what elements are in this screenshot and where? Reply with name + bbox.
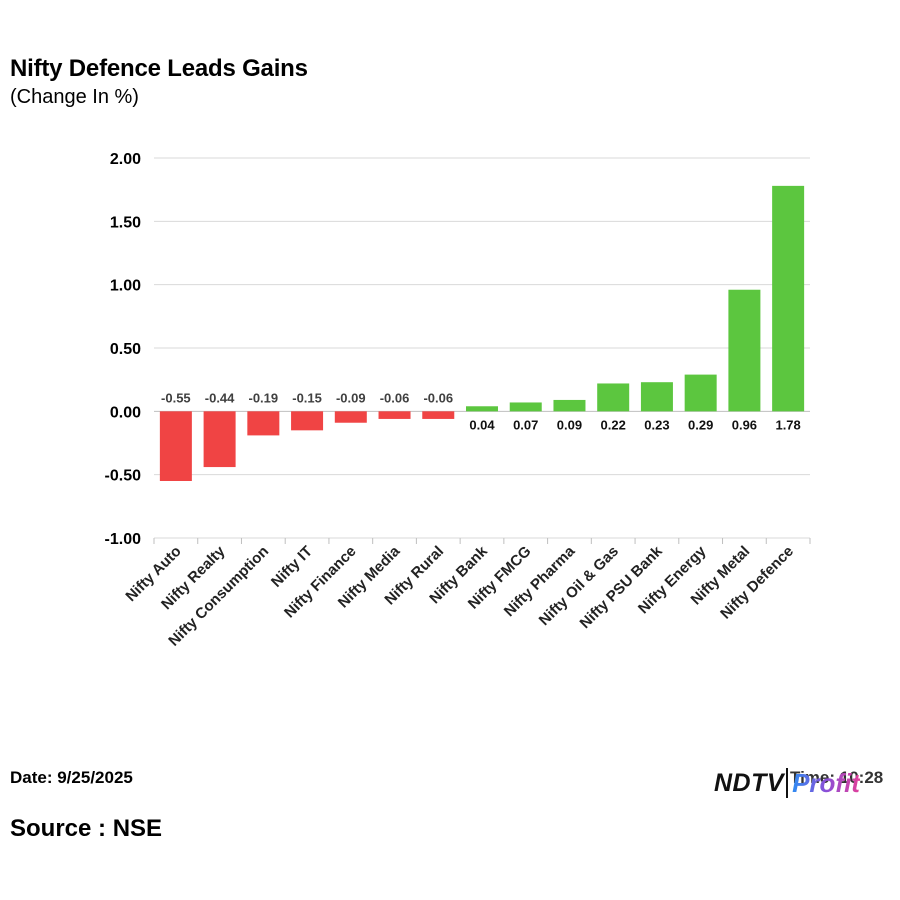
data-label: 0.22: [601, 417, 626, 432]
bar: [378, 411, 411, 419]
y-tick-label: 1.50: [110, 214, 141, 231]
data-label: -0.15: [292, 390, 322, 405]
logo-ndtv-text: NDTV: [714, 768, 785, 798]
data-label: -0.06: [380, 390, 410, 405]
bar: [334, 411, 367, 423]
data-label: -0.19: [249, 390, 279, 405]
ndtv-profit-logo: NDTV Profit: [714, 765, 860, 801]
bar: [466, 406, 498, 412]
bar: [159, 411, 192, 481]
bar: [640, 382, 673, 412]
data-label: 0.09: [557, 417, 582, 432]
chart-subtitle: (Change In %): [10, 86, 139, 108]
data-label: 0.23: [644, 417, 669, 432]
source-label: Source : NSE: [10, 815, 163, 842]
logo-divider: [786, 768, 789, 798]
bar: [553, 399, 586, 412]
bar: [247, 411, 280, 436]
data-label: -0.06: [423, 390, 453, 405]
time-label: Time: 10:28: [790, 768, 884, 787]
y-tick-label: -1.00: [105, 531, 142, 548]
data-label: 0.96: [732, 417, 757, 432]
date-label: Date: 9/25/2025: [10, 768, 133, 787]
chart-title: Nifty Defence Leads Gains: [10, 55, 308, 82]
bar: [509, 402, 542, 412]
data-label: 1.78: [775, 417, 800, 432]
y-tick-label: 1.00: [110, 278, 141, 295]
bar: [728, 289, 761, 412]
y-tick-label: 2.00: [110, 151, 141, 168]
bar: [684, 374, 717, 412]
y-tick-label: 0.50: [110, 341, 141, 358]
x-tick-label: Nifty Oil & Gas: [536, 543, 622, 629]
bar: [772, 185, 805, 412]
y-tick-label: 0.00: [110, 404, 141, 421]
data-label: 0.07: [513, 417, 538, 432]
bar-chart: 2.00 1.50 1.00 0.50 0.00 -0.50 -1.00 -0.55 Nifty…: [105, 151, 811, 650]
data-label: -0.55: [161, 390, 191, 405]
bar: [203, 411, 236, 468]
y-tick-label: -0.50: [105, 468, 142, 485]
bar: [597, 383, 630, 412]
bar: [422, 411, 455, 419]
data-label: 0.04: [469, 417, 495, 432]
bar: [291, 411, 324, 431]
data-label: 0.29: [688, 417, 713, 432]
data-label: -0.09: [336, 390, 366, 405]
data-label: -0.44: [205, 390, 235, 405]
logo-profit-text: Profit: [792, 767, 860, 798]
